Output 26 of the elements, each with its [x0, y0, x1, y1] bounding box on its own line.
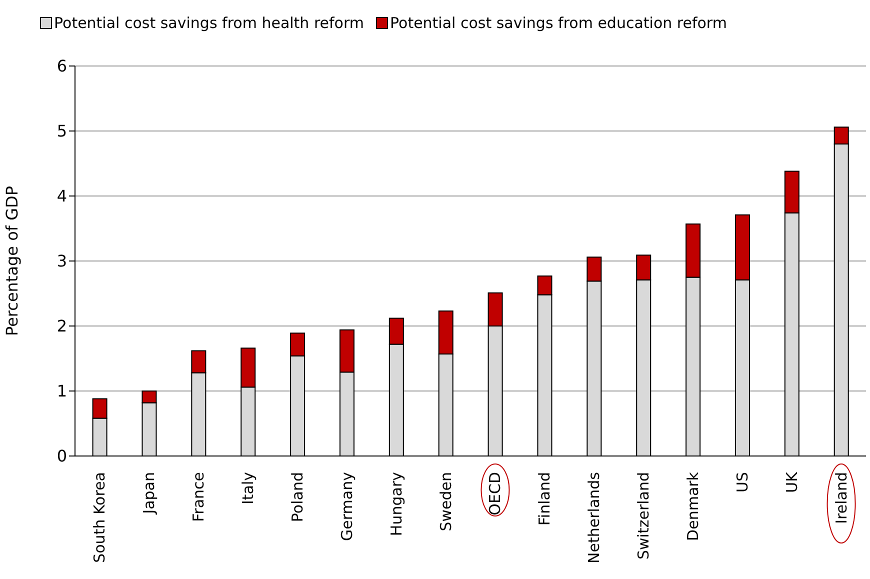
x-tick-label: Ireland	[832, 472, 850, 524]
x-tick-label: Sweden	[436, 472, 455, 532]
x-tick-label: US	[733, 472, 752, 493]
y-tick-label: 5	[56, 122, 67, 141]
y-tick-label: 0	[56, 446, 67, 466]
x-tick-label: South Korea	[90, 472, 109, 563]
y-axis-title: Percentage of GDP	[2, 186, 22, 336]
x-tick-label: Hungary	[387, 472, 406, 536]
x-tick-label: Germany	[338, 472, 356, 541]
x-tick-label: Netherlands	[585, 472, 604, 564]
x-tick-label: Finland	[536, 472, 554, 526]
y-tick-label: 3	[56, 252, 67, 271]
x-tick-label: Japan	[140, 472, 158, 515]
x-tick-label: Switzerland	[634, 472, 653, 560]
x-tick-label: Italy	[239, 472, 258, 505]
x-tick-label: UK	[782, 470, 801, 493]
x-tick-label: France	[190, 472, 208, 522]
x-tick-label: Poland	[288, 472, 306, 522]
x-tick-label: Denmark	[684, 472, 702, 541]
y-tick-label: 6	[56, 56, 67, 76]
legend-label: Potential cost savings from education reform	[390, 14, 727, 32]
legend-label: Potential cost savings from health reform	[54, 14, 364, 32]
y-tick-label: 4	[56, 186, 67, 206]
y-tick-label: 1	[56, 382, 67, 401]
x-tick-label: OECD	[486, 472, 504, 516]
y-tick-label: 2	[56, 316, 67, 336]
